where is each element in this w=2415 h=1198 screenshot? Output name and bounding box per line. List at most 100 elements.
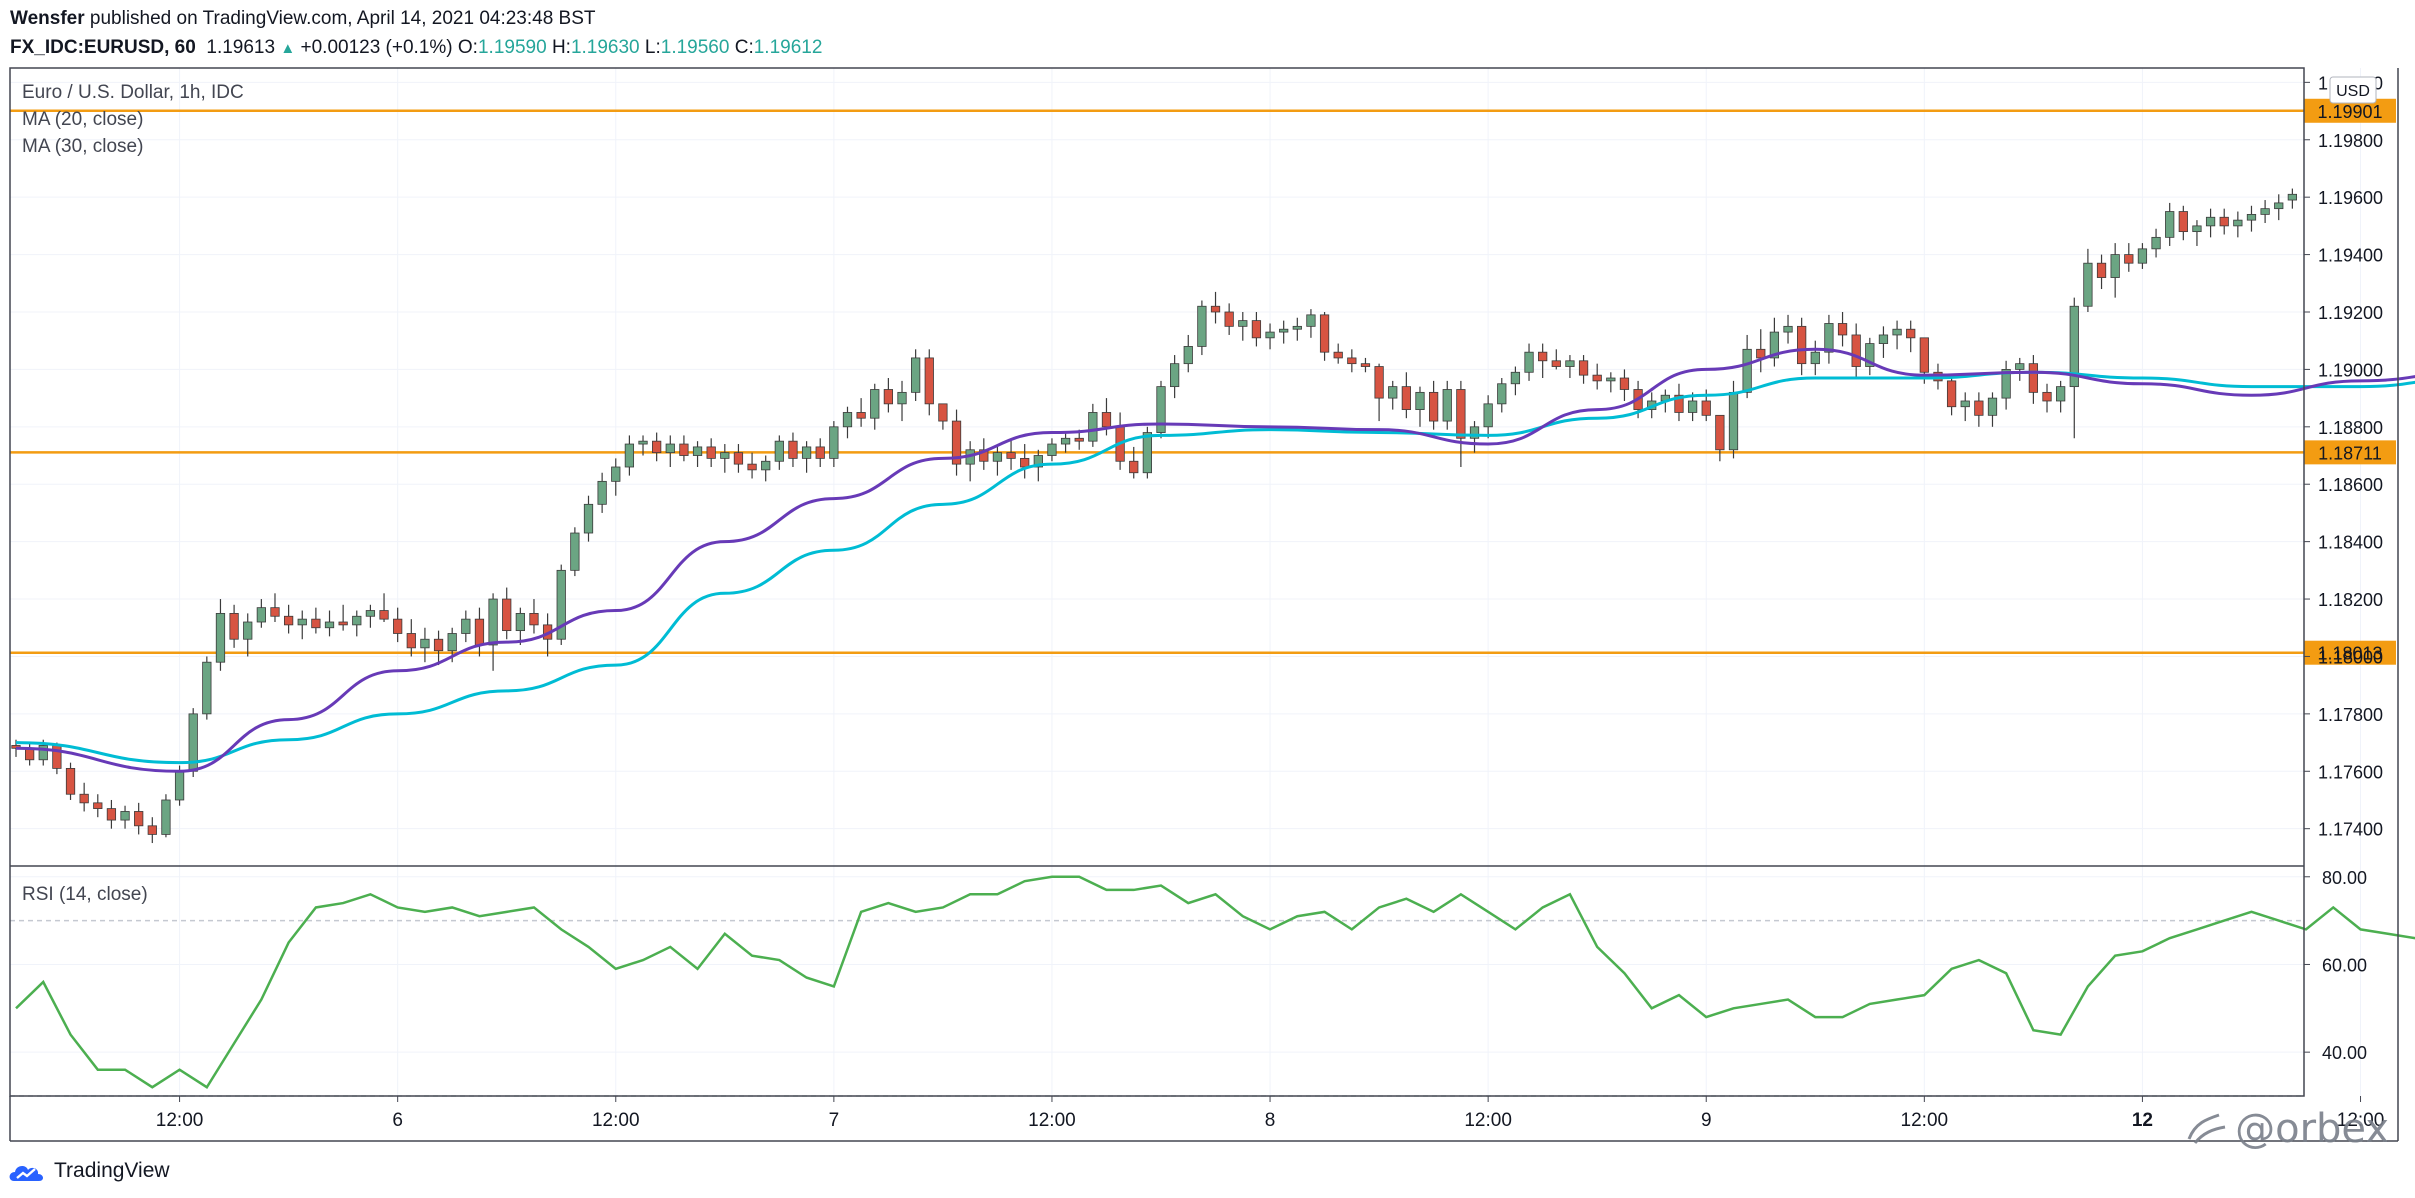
candle-up xyxy=(1742,348,1752,393)
moving-averages xyxy=(15,347,2415,773)
candle-up xyxy=(897,391,907,405)
candle-down xyxy=(1538,351,1548,362)
author-name[interactable]: Wensfer xyxy=(10,8,85,29)
candle-up xyxy=(1088,412,1098,442)
time-tick-label: 12:00 xyxy=(1028,1110,1076,1131)
open-label: O: xyxy=(457,37,478,58)
price-tick-label: 1.19600 xyxy=(2318,188,2383,208)
candle-up xyxy=(842,412,853,428)
candle-down xyxy=(270,607,280,617)
candle-up xyxy=(447,633,457,652)
candle-down xyxy=(2219,216,2229,227)
candle-down xyxy=(1701,400,1711,416)
chart-title: Euro / U.S. Dollar, 1h, IDC xyxy=(22,82,244,103)
candle-down xyxy=(747,463,757,471)
time-tick-label: 7 xyxy=(829,1110,840,1131)
candle-down xyxy=(1592,374,1602,382)
candle-down xyxy=(1551,360,1561,367)
candle-up xyxy=(761,460,771,471)
horizontal-levels[interactable]: 1.19901 1.18711 1.18013 xyxy=(10,98,2396,665)
candle-down xyxy=(1319,314,1330,353)
candle-down xyxy=(134,811,144,827)
candle-down xyxy=(815,446,825,459)
candle-down xyxy=(2042,391,2052,402)
candle-up xyxy=(515,612,525,632)
candle-down xyxy=(406,633,416,649)
candle-up xyxy=(2083,262,2093,307)
candle-down xyxy=(788,440,798,459)
candle-down xyxy=(65,768,76,795)
candle-up xyxy=(1265,331,1275,339)
candle-up xyxy=(1865,343,1875,367)
price-tick-label: 1.18600 xyxy=(2318,475,2383,495)
candle-up xyxy=(420,638,430,649)
brand-name: TradingView xyxy=(54,1159,170,1182)
candle-up xyxy=(1783,325,1793,333)
candle-up xyxy=(1987,397,1998,416)
candle-down xyxy=(1756,348,1766,359)
price-tick-label: 1.19400 xyxy=(2318,246,2383,266)
candle-up xyxy=(1960,400,1970,408)
candle-up xyxy=(1170,363,1180,388)
candle-down xyxy=(1101,412,1112,428)
tradingview-logo[interactable]: TradingView xyxy=(8,1156,170,1186)
candle-up xyxy=(774,440,784,462)
orbex-logo-icon xyxy=(2187,1113,2226,1144)
candle-down xyxy=(1210,305,1221,313)
high-value: 1.19630 xyxy=(570,37,640,58)
close-label: C: xyxy=(734,37,754,58)
candle-down xyxy=(93,802,103,809)
candle-up xyxy=(692,446,703,456)
candle-up xyxy=(297,618,307,626)
candle-up xyxy=(1810,351,1820,365)
candle-down xyxy=(106,808,117,821)
candle-down xyxy=(733,452,744,465)
rsi-tick-label: 60.00 xyxy=(2322,955,2367,975)
candle-down xyxy=(379,610,389,620)
candle-up xyxy=(638,440,648,445)
high-label: H: xyxy=(551,37,571,58)
candle-up xyxy=(720,452,730,459)
candle-down xyxy=(1006,452,1016,459)
ma20-legend[interactable]: MA (20, close) xyxy=(22,109,144,130)
candle-down xyxy=(1851,334,1861,367)
candle-down xyxy=(1224,311,1234,327)
candle-up xyxy=(2233,219,2243,227)
price-tick-label: 1.18400 xyxy=(2318,533,2383,553)
price-tick-label: 1.18200 xyxy=(2318,590,2383,610)
candle-up xyxy=(2069,305,2079,388)
price-tick-label: 1.19200 xyxy=(2318,303,2383,323)
price-tick-label: 1.18000 xyxy=(2318,647,2383,667)
candle-down xyxy=(311,618,321,629)
candle-down xyxy=(679,443,689,456)
rsi-legend[interactable]: RSI (14, close) xyxy=(22,884,148,905)
candle-down xyxy=(979,449,989,462)
candle-down xyxy=(1946,380,1957,408)
candle-down xyxy=(338,621,348,626)
candle-down xyxy=(1797,325,1807,365)
currency-badge xyxy=(2329,76,2377,104)
ma30-legend[interactable]: MA (30, close) xyxy=(22,136,144,157)
candle-down xyxy=(1129,460,1139,474)
candle-up xyxy=(461,618,471,634)
candle-up xyxy=(2165,211,2175,238)
rsi-tick-label: 80.00 xyxy=(2322,868,2367,888)
candle-up xyxy=(911,357,921,393)
candle-down xyxy=(706,446,716,459)
candle-down xyxy=(1333,351,1343,359)
candle-up xyxy=(829,426,839,459)
up-triangle-icon: ▲ xyxy=(280,40,296,57)
candle-up xyxy=(38,745,48,761)
candle-up xyxy=(2110,254,2120,278)
candle-up xyxy=(1510,371,1521,385)
candle-down xyxy=(938,403,948,422)
candle-down xyxy=(229,612,239,640)
ma20-line xyxy=(15,347,2415,773)
candle-down xyxy=(147,825,157,835)
close-value: 1.19612 xyxy=(753,37,823,58)
candle-up xyxy=(256,607,266,623)
candle-down xyxy=(283,615,294,626)
candle-up xyxy=(243,621,253,640)
rsi-line xyxy=(15,875,2415,1089)
